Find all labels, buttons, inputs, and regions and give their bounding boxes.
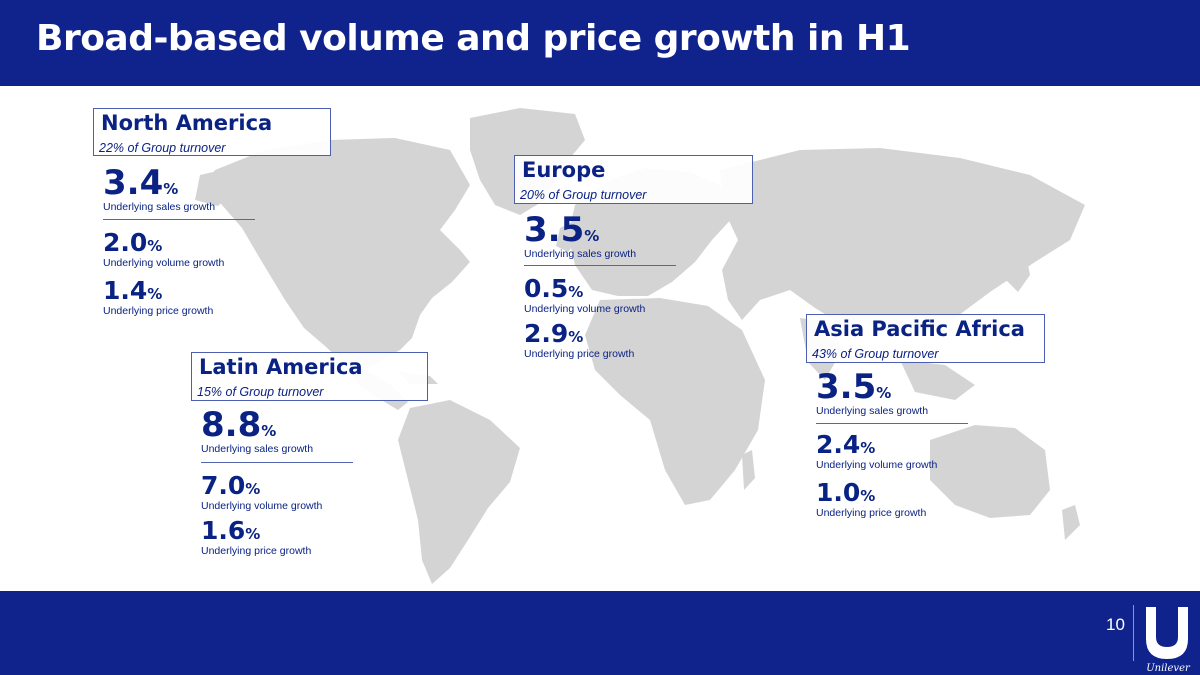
price-growth-value: 1.4 — [103, 276, 148, 305]
region-header-box — [514, 155, 753, 204]
volume-growth-label: Underlying volume growth — [103, 257, 225, 269]
region-north-america: North America 22% of Group turnover 3.4%… — [93, 108, 333, 320]
divider-line — [201, 462, 353, 463]
map-se-asia — [900, 360, 975, 400]
sales-growth-label: Underlying sales growth — [524, 248, 637, 260]
price-growth-metric: 1.0% Underlying price growth — [816, 480, 926, 519]
volume-growth-value: 7.0 — [201, 471, 246, 500]
footer-divider — [1133, 605, 1134, 661]
price-growth-label: Underlying price growth — [816, 507, 927, 519]
sales-growth-metric: 3.4% Underlying sales growth — [103, 166, 215, 213]
header-bar: Broad-based volume and price growth in H… — [0, 0, 1200, 86]
percent-sign: % — [245, 525, 261, 543]
sales-growth-value: 3.5 — [524, 210, 585, 250]
percent-sign: % — [876, 384, 892, 402]
map-south-america — [398, 400, 520, 584]
sales-growth-metric: 3.5% Underlying sales growth — [816, 370, 928, 417]
map-asia — [720, 148, 1085, 334]
price-growth-value: 2.9 — [524, 319, 569, 348]
region-header-box — [191, 352, 428, 401]
divider-line — [816, 423, 968, 424]
percent-sign: % — [245, 480, 261, 498]
sales-growth-label: Underlying sales growth — [201, 443, 314, 455]
map-australia — [930, 425, 1050, 518]
volume-growth-metric: 2.4% Underlying volume growth — [816, 432, 937, 471]
region-name: Europe — [522, 158, 606, 182]
price-growth-metric: 1.4% Underlying price growth — [103, 278, 213, 317]
percent-sign: % — [860, 487, 876, 505]
sales-growth-label: Underlying sales growth — [816, 405, 929, 417]
price-growth-metric: 2.9% Underlying price growth — [524, 321, 634, 360]
divider-line — [524, 265, 676, 266]
region-asia-pacific-africa: Asia Pacific Africa 43% of Group turnove… — [806, 314, 1048, 526]
price-growth-value: 1.6 — [201, 516, 246, 545]
region-name: Asia Pacific Africa — [814, 317, 1025, 341]
percent-sign: % — [261, 422, 277, 440]
volume-growth-value: 0.5 — [524, 274, 569, 303]
sales-growth-value: 3.4 — [103, 163, 164, 203]
percent-sign: % — [568, 283, 584, 301]
divider-line — [103, 219, 255, 220]
volume-growth-metric: 0.5% Underlying volume growth — [524, 276, 645, 315]
percent-sign: % — [147, 237, 163, 255]
volume-growth-value: 2.0 — [103, 228, 148, 257]
unilever-logo-icon — [1146, 607, 1188, 659]
map-japan — [1006, 250, 1030, 292]
turnover-share: 22% of Group turnover — [99, 141, 226, 155]
sales-growth-value: 3.5 — [816, 367, 877, 407]
map-africa — [585, 298, 765, 505]
turnover-share: 15% of Group turnover — [197, 385, 324, 399]
price-growth-label: Underlying price growth — [524, 348, 635, 360]
volume-growth-label: Underlying volume growth — [201, 500, 323, 512]
map-madagascar — [742, 450, 755, 490]
price-growth-label: Underlying price growth — [201, 545, 312, 557]
turnover-share: 20% of Group turnover — [520, 188, 647, 202]
region-name: Latin America — [199, 355, 363, 379]
map-uk — [556, 222, 578, 252]
percent-sign: % — [568, 328, 584, 346]
sales-growth-metric: 3.5% Underlying sales growth — [524, 213, 636, 260]
volume-growth-label: Underlying volume growth — [816, 459, 938, 471]
region-name: North America — [101, 111, 273, 135]
region-header-box — [93, 108, 331, 156]
sales-growth-value: 8.8 — [201, 405, 262, 445]
brand-wordmark: Unilever — [1146, 663, 1190, 674]
region-europe: Europe 20% of Group turnover 3.5% Underl… — [514, 155, 754, 367]
footer-bar: 10 Unilever — [0, 591, 1200, 675]
sales-growth-label: Underlying sales growth — [103, 201, 216, 213]
volume-growth-metric: 7.0% Underlying volume growth — [201, 473, 322, 512]
sales-growth-metric: 8.8% Underlying sales growth — [201, 408, 313, 455]
map-alaska — [195, 170, 235, 206]
turnover-share: 43% of Group turnover — [812, 347, 939, 361]
percent-sign: % — [584, 227, 600, 245]
slide-title: Broad-based volume and price growth in H… — [36, 18, 911, 59]
volume-growth-label: Underlying volume growth — [524, 303, 646, 315]
region-header-box — [806, 314, 1045, 363]
percent-sign: % — [163, 180, 179, 198]
percent-sign: % — [147, 285, 163, 303]
map-new-zealand — [1062, 505, 1080, 540]
price-growth-metric: 1.6% Underlying price growth — [201, 518, 311, 557]
price-growth-label: Underlying price growth — [103, 305, 214, 317]
region-latin-america: Latin America 15% of Group turnover 8.8%… — [191, 352, 431, 564]
map-north-america — [205, 138, 470, 372]
page-number: 10 — [1106, 615, 1125, 634]
percent-sign: % — [860, 439, 876, 457]
volume-growth-metric: 2.0% Underlying volume growth — [103, 230, 224, 269]
volume-growth-value: 2.4 — [816, 430, 861, 459]
price-growth-value: 1.0 — [816, 478, 861, 507]
